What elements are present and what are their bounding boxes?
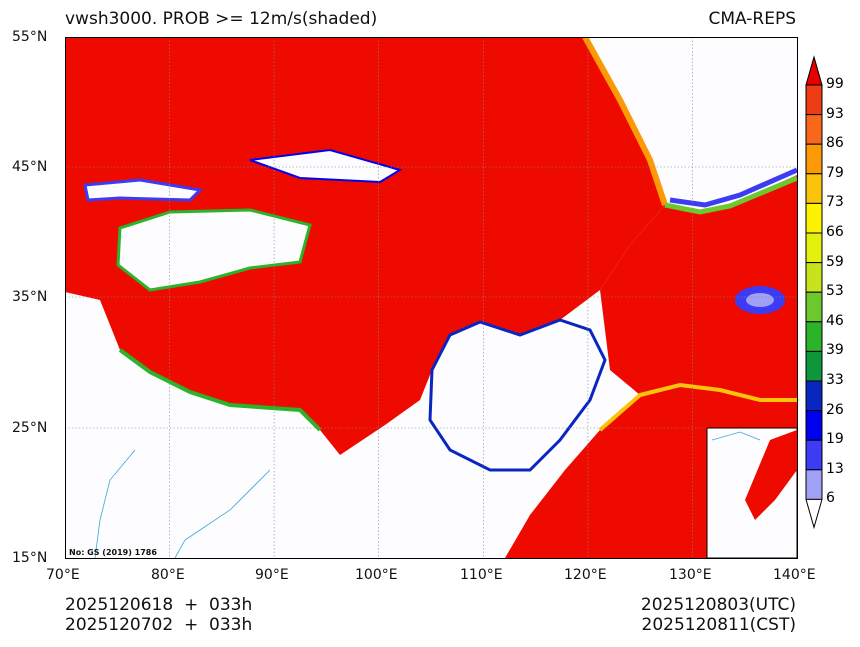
colorbar-label: 39 bbox=[826, 342, 844, 359]
lon-label: 110°E bbox=[460, 567, 503, 583]
colorbar-label: 86 bbox=[826, 135, 844, 152]
colorbar-label: 13 bbox=[826, 460, 844, 477]
valid-time: 2025120803(UTC) 2025120811(CST) bbox=[641, 595, 796, 635]
colorbar-label: 79 bbox=[826, 164, 844, 181]
map-frame bbox=[65, 37, 798, 559]
colorbar-label: 53 bbox=[826, 283, 844, 300]
colorbar-segment bbox=[805, 439, 823, 471]
lon-label: 80°E bbox=[151, 567, 185, 583]
lat-label: 55°N bbox=[12, 29, 48, 45]
colorbar-label: 6 bbox=[826, 490, 835, 507]
lon-label: 140°E bbox=[773, 567, 816, 583]
lon-label: 120°E bbox=[564, 567, 607, 583]
init-time-cst: 2025120702 + 033h bbox=[65, 615, 253, 635]
colorbar-label: 26 bbox=[826, 401, 844, 418]
init-time: 2025120618 + 033h 2025120702 + 033h bbox=[65, 595, 252, 635]
shaded-region-east bbox=[505, 175, 797, 558]
shaded-region-main bbox=[65, 37, 665, 455]
valid-time-utc: 2025120803(UTC) bbox=[640, 595, 796, 615]
colorbar-segment bbox=[805, 143, 823, 175]
colorbar-segment bbox=[805, 262, 823, 293]
colorbar-segment bbox=[805, 321, 823, 352]
colorbar-label: 33 bbox=[826, 372, 844, 388]
colorbar-segment bbox=[805, 410, 823, 441]
lon-label: 70°E bbox=[46, 567, 80, 583]
colorbar-label: 73 bbox=[826, 194, 844, 211]
map-approval-note: No: GS (2019) 1786 bbox=[69, 548, 157, 557]
lon-label: 100°E bbox=[355, 567, 398, 583]
colorbar-under-arrow bbox=[805, 498, 823, 530]
colorbar bbox=[805, 55, 823, 530]
colorbar-segment bbox=[805, 469, 823, 500]
chart-title: vwsh3000. PROB >= 12m/s(shaded) bbox=[65, 9, 378, 29]
lon-label: 130°E bbox=[669, 567, 712, 583]
colorbar-over-arrow bbox=[805, 55, 823, 86]
valid-time-cst: 2025120811(CST) bbox=[641, 615, 796, 635]
colorbar-segment bbox=[805, 291, 823, 323]
unshaded-basin bbox=[116, 208, 312, 292]
colorbar-segment bbox=[805, 232, 823, 264]
lat-label: 15°N bbox=[12, 550, 48, 566]
colorbar-label: 93 bbox=[826, 105, 844, 122]
lat-label: 45°N bbox=[12, 159, 48, 175]
model-name: CMA-REPS bbox=[708, 9, 796, 29]
lat-label: 35°N bbox=[12, 289, 48, 305]
colorbar-segment bbox=[805, 380, 823, 412]
lat-label: 25°N bbox=[12, 420, 48, 436]
colorbar-label: 46 bbox=[826, 312, 844, 329]
colorbar-label: 66 bbox=[826, 224, 844, 240]
graticule bbox=[65, 37, 797, 558]
colorbar-label: 99 bbox=[826, 76, 844, 92]
colorbar-segment bbox=[805, 114, 823, 145]
probability-map bbox=[65, 37, 797, 558]
colorbar-label: 59 bbox=[826, 253, 844, 270]
colorbar-label: 19 bbox=[826, 431, 844, 448]
unshaded-southeast-china bbox=[428, 318, 607, 472]
lon-label: 90°E bbox=[255, 567, 289, 583]
colorbar-segment bbox=[805, 173, 823, 204]
colorbar-segment bbox=[805, 202, 823, 234]
colorbar-segment bbox=[805, 350, 823, 382]
colorbar-segment bbox=[805, 84, 823, 116]
init-time-utc: 2025120618 + 033h bbox=[65, 595, 253, 615]
